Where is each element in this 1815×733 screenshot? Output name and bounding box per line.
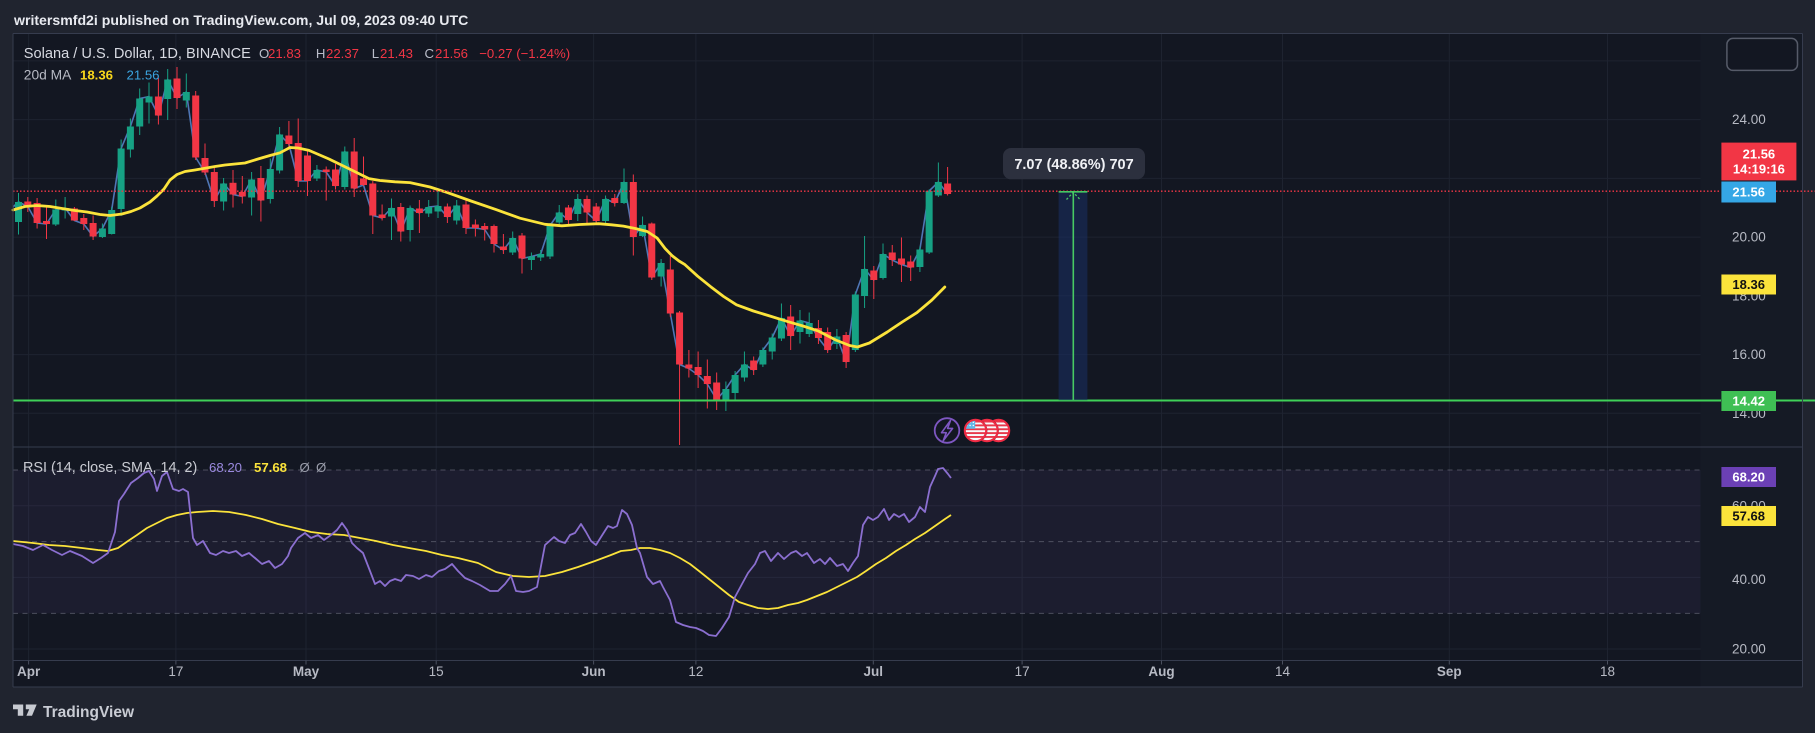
svg-text:24.00: 24.00 [1732,112,1766,127]
svg-text:14:19:16: 14:19:16 [1733,162,1785,177]
svg-text:Jul: Jul [864,664,884,679]
svg-text:40.00: 40.00 [1732,572,1766,587]
svg-text:TradingView: TradingView [43,704,135,721]
svg-text:RSI (14, close, SMA, 14, 2)68.: RSI (14, close, SMA, 14, 2) 68.20 57.68 Ø Ø [23,460,326,476]
svg-text:Apr: Apr [17,664,41,679]
svg-text:21.56: 21.56 [1732,185,1765,200]
svg-text:17: 17 [168,664,183,679]
svg-text:14.42: 14.42 [1732,394,1765,409]
svg-text:18: 18 [1600,664,1615,679]
svg-text:Solana / U.S. Dollar, 1D, BINA: Solana / U.S. Dollar, 1D, BINANCE [24,46,251,62]
svg-text:16.00: 16.00 [1732,347,1766,362]
svg-text:15: 15 [429,664,444,679]
svg-text:Sep: Sep [1437,664,1462,679]
svg-text:14: 14 [1275,664,1291,679]
svg-text:68.20: 68.20 [1732,470,1765,485]
svg-text:18.36: 18.36 [1732,277,1765,292]
svg-text:7.07 (48.86%) 707: 7.07 (48.86%) 707 [1014,157,1133,173]
svg-text:12: 12 [688,664,703,679]
svg-text:21.56: 21.56 [1743,147,1776,162]
svg-text:20.00: 20.00 [1732,642,1766,657]
svg-text:Jun: Jun [582,664,606,679]
svg-text:57.68: 57.68 [1732,509,1765,524]
svg-text:20.00: 20.00 [1732,230,1766,245]
svg-text:17: 17 [1015,664,1030,679]
svg-text:writersmfd2i published on Trad: writersmfd2i published on TradingView.co… [13,12,468,28]
svg-text:Aug: Aug [1148,664,1174,679]
svg-text:May: May [293,664,320,679]
